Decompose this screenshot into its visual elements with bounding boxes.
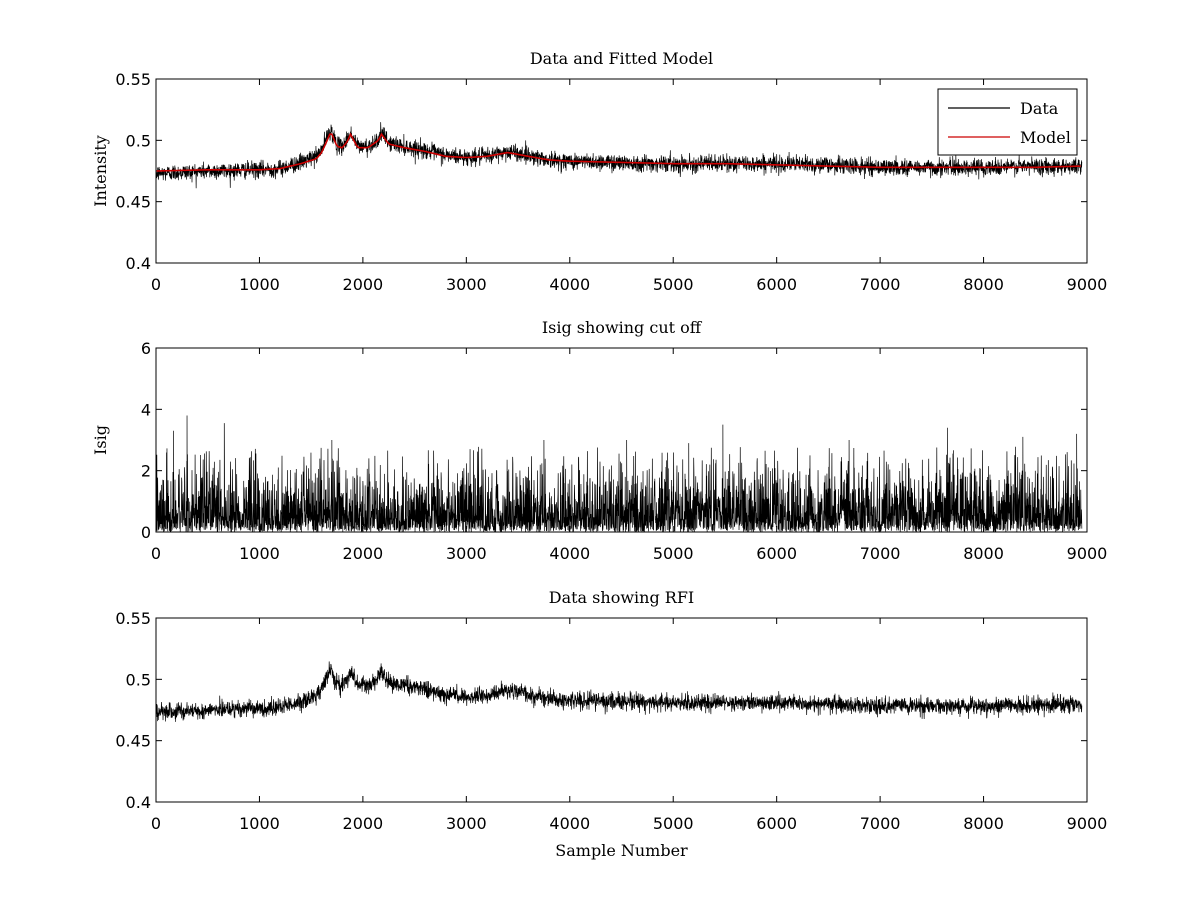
x-tick-label: 2000 (343, 544, 384, 563)
chart-title: Data and Fitted Model (530, 49, 713, 68)
legend-label-model: Model (1020, 128, 1071, 147)
x-tick-label: 1000 (239, 275, 280, 294)
x-tick-label: 6000 (756, 814, 797, 833)
x-axis-label: Sample Number (555, 841, 688, 860)
x-tick-label: 8000 (963, 275, 1004, 294)
x-tick-label: 9000 (1067, 275, 1108, 294)
x-tick-label: 0 (151, 544, 161, 563)
x-tick-label: 0 (151, 275, 161, 294)
x-tick-label: 5000 (653, 814, 694, 833)
subplot-data-and-fitted-model: 0 1000 2000 3000 4000 5000 6000 7000 8000 9000 0.4… (91, 49, 1107, 294)
x-tick-label: 4000 (549, 814, 590, 833)
series-line-signal (156, 415, 1083, 532)
legend-box (937, 88, 1078, 156)
subplot-data-showing-rfi: 0 1000 2000 3000 4000 5000 6000 7000 8000 9000 0.4… (115, 588, 1107, 860)
x-tick-label: 9000 (1067, 814, 1108, 833)
y-tick-label: 0 (141, 523, 151, 542)
y-tick-label: 0.4 (126, 793, 151, 812)
y-tick-label: 0.5 (126, 670, 151, 689)
legend: Data Model (937, 88, 1078, 156)
y-tick-label: 0.45 (115, 732, 151, 751)
x-tick-label: 4000 (549, 544, 590, 563)
series-line-model (156, 132, 1081, 172)
y-axis-label: Intensity (91, 135, 110, 207)
x-tick-label: 7000 (860, 544, 901, 563)
x-tick-label: 2000 (343, 275, 384, 294)
x-tick-label: 9000 (1067, 544, 1108, 563)
x-tick-label: 3000 (446, 544, 487, 563)
x-tick-label: 6000 (756, 275, 797, 294)
y-tick-label: 0.45 (115, 193, 151, 212)
y-tick-label: 0.55 (115, 609, 151, 628)
x-tick-label: 3000 (446, 814, 487, 833)
series-line-signal (156, 661, 1083, 722)
y-tick-label: 6 (141, 339, 151, 358)
axes-box (155, 78, 1088, 264)
chart-title: Data showing RFI (549, 588, 694, 607)
axes-box (155, 347, 1088, 533)
x-tick-label: 1000 (239, 814, 280, 833)
x-tick-label: 1000 (239, 544, 280, 563)
x-tick-label: 7000 (860, 275, 901, 294)
x-tick-label: 7000 (860, 814, 901, 833)
x-tick-label: 3000 (446, 275, 487, 294)
x-tick-label: 4000 (549, 275, 590, 294)
legend-label-data: Data (1020, 99, 1059, 118)
y-tick-label: 0.55 (115, 70, 151, 89)
series-line-data (156, 122, 1083, 189)
x-tick-label: 8000 (963, 814, 1004, 833)
y-tick-label: 0.4 (126, 254, 151, 273)
x-tick-label: 2000 (343, 814, 384, 833)
y-tick-label: 2 (141, 462, 151, 481)
y-tick-label: 0.5 (126, 131, 151, 150)
y-tick-label: 4 (141, 400, 151, 419)
subplot-isig-showing-cut-off: 0 1000 2000 3000 4000 5000 6000 7000 8000 9000 0 2 4… (91, 318, 1107, 563)
chart-title: Isig showing cut off (542, 318, 703, 337)
x-tick-label: 6000 (756, 544, 797, 563)
y-axis-label: Isig (91, 425, 110, 455)
x-tick-label: 5000 (653, 275, 694, 294)
x-tick-label: 8000 (963, 544, 1004, 563)
x-tick-label: 5000 (653, 544, 694, 563)
axes-box (155, 617, 1088, 803)
x-tick-label: 0 (151, 814, 161, 833)
